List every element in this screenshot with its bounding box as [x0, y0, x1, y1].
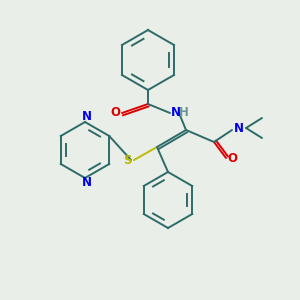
Text: S: S: [123, 154, 131, 166]
Text: N: N: [171, 106, 181, 118]
Text: N: N: [82, 110, 92, 124]
Text: H: H: [179, 106, 189, 118]
Text: O: O: [110, 106, 120, 119]
Text: O: O: [227, 152, 237, 166]
Text: N: N: [234, 122, 244, 136]
Text: N: N: [82, 176, 92, 190]
